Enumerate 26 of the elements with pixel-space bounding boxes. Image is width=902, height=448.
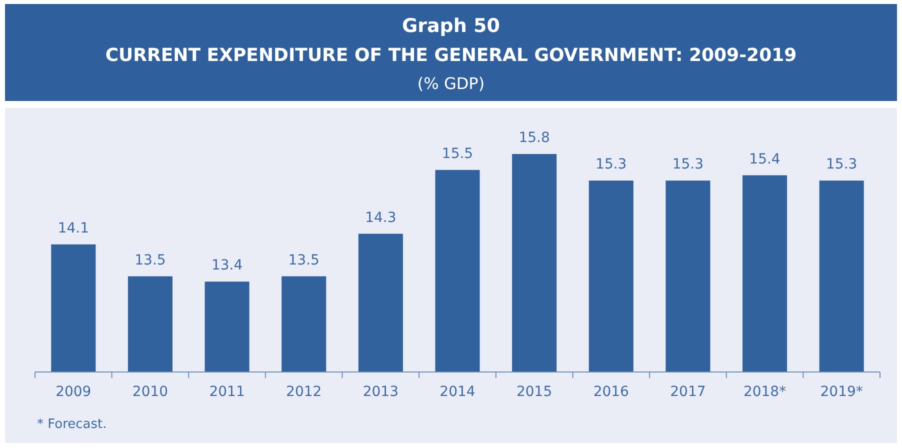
data-label: 15.3 [826, 156, 858, 173]
x-tick-label: 2012 [286, 384, 322, 400]
x-tick-label: 2016 [593, 384, 630, 400]
x-tick-label: 2013 [362, 384, 398, 400]
data-label: 15.3 [672, 156, 704, 173]
data-label: 13.5 [288, 252, 320, 268]
x-tick-label: 2014 [440, 384, 476, 400]
x-tick-label: 2015 [516, 384, 552, 400]
x-tick-label: 2018* [743, 384, 786, 400]
chart-subtitle: CURRENT EXPENDITURE OF THE GENERAL GOVERNMENT: 2009-2019 [105, 45, 797, 66]
data-label: 13.4 [211, 258, 243, 274]
text: (% GDP) [417, 74, 485, 93]
data-label: 15.8 [518, 130, 550, 146]
x-tick-label: 2009 [56, 384, 92, 400]
data-label: 14.1 [58, 220, 89, 236]
chart-title: Graph 50 [402, 15, 500, 37]
x-tick-label: 2019* [820, 384, 863, 400]
data-label: 14.3 [365, 210, 396, 226]
x-tick-label: 2010 [132, 384, 168, 400]
x-tick-label: 2017 [670, 384, 706, 400]
data-label: 15.4 [749, 151, 780, 168]
data-label: 13.5 [134, 252, 166, 268]
data-label: 15.3 [596, 156, 627, 173]
text: * Forecast. [37, 417, 107, 432]
x-tick-label: 2011 [209, 384, 245, 400]
data-label: 15.5 [442, 146, 474, 162]
